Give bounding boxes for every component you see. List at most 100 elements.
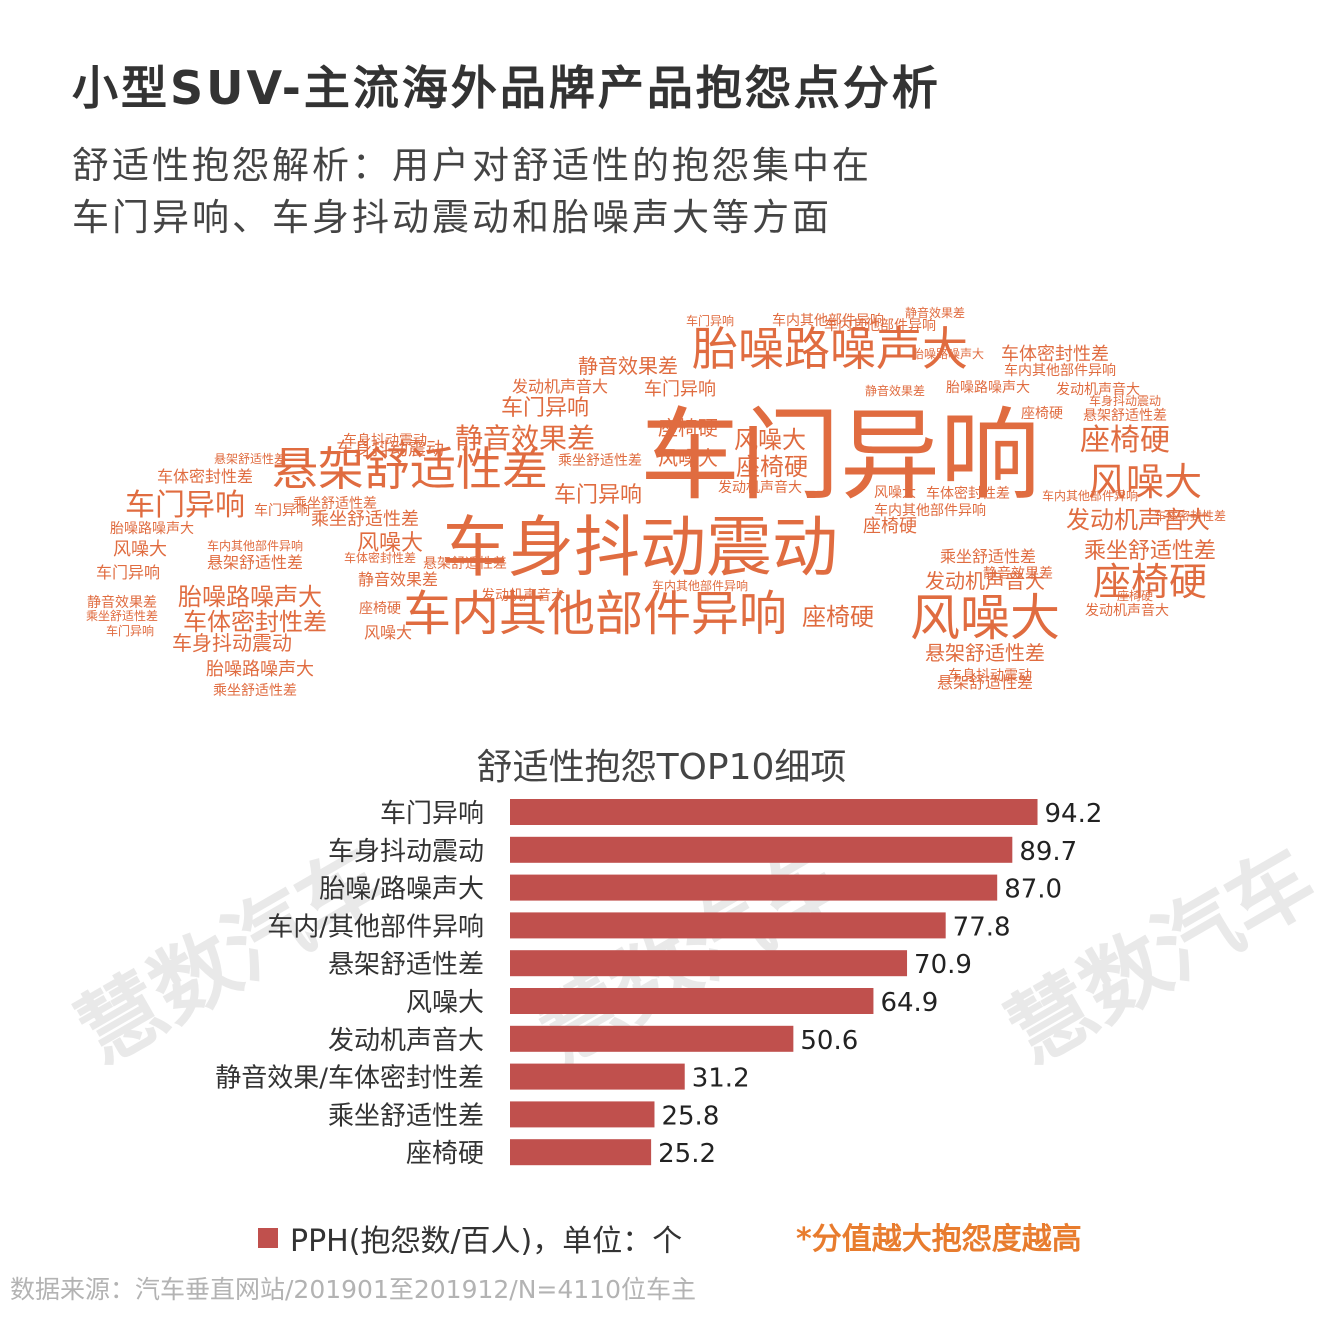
cloud-word: 悬架舒适性差 [272, 442, 548, 496]
cloud-word: 风噪大 [734, 426, 806, 454]
category-label: 发动机声音大 [328, 1026, 484, 1056]
chart-title: 舒适性抱怨TOP10细项 [476, 747, 847, 788]
value-label: 31.2 [692, 1064, 750, 1094]
cloud-word: 风噪大 [357, 531, 423, 556]
cloud-word: 车身抖动震动 [172, 631, 292, 655]
cloud-word: 车门异响 [254, 502, 310, 519]
cloud-word: 座椅硬 [802, 603, 874, 631]
data-source: 数据来源：汽车垂直网站/201901至201912/N=4110位车主 [10, 1275, 696, 1304]
cloud-word: 车内其他部件异响 [772, 312, 884, 329]
cloud-word: 座椅硬 [1021, 406, 1063, 422]
bar-9 [510, 1101, 655, 1128]
cloud-word: 静音效果差 [983, 565, 1053, 582]
cloud-word: 胎噪路噪声大 [110, 521, 194, 537]
cloud-word: 车身抖动震动 [948, 667, 1032, 684]
cloud-word: 风噪大 [874, 485, 916, 501]
cloud-word: 车门异响 [125, 488, 245, 523]
cloud-word: 车门异响 [640, 397, 1040, 514]
cloud-word: 车门异响 [96, 563, 160, 582]
cloud-word: 座椅硬 [1093, 560, 1207, 604]
cloud-word: 发动机声音大 [481, 587, 565, 604]
cloud-word: 胎噪路噪声大 [206, 659, 314, 680]
cloud-word: 乘坐舒适性差 [940, 547, 1036, 566]
cloud-word: 胎噪路噪声大 [946, 380, 1030, 396]
cloud-word: 车内其他部件异响 [874, 502, 986, 519]
cloud-word: 静音效果差 [455, 422, 595, 455]
cloud-word: 发动机声音大 [1066, 506, 1210, 534]
cloud-word: 发动机声音大 [925, 569, 1045, 593]
bar-2 [510, 836, 1013, 863]
cloud-word: 车内其他部件异响 [824, 317, 936, 334]
value-label: 77.8 [953, 912, 1011, 942]
cloud-word: 车内其他部件异响 [1042, 488, 1138, 503]
cloud-word: 悬架舒适性差 [207, 553, 303, 572]
cloud-word: 座椅硬 [1080, 423, 1170, 458]
cloud-word: 发动机声音大 [512, 377, 608, 396]
cloud-word: 胎噪路噪声大 [178, 583, 322, 611]
cloud-word: 车身抖动震动 [1089, 393, 1161, 408]
cloud-word: 车内其他部件异响 [403, 586, 787, 642]
cloud-word: 乘坐舒适性差 [558, 453, 642, 469]
bar-5 [510, 950, 908, 977]
value-label: 70.9 [914, 950, 972, 980]
value-label: 25.2 [658, 1139, 716, 1169]
cloud-word: 乘坐舒适性差 [311, 509, 419, 530]
value-label: 94.2 [1045, 799, 1103, 829]
legend-swatch [258, 1228, 278, 1248]
cloud-word: 风噪大 [113, 539, 167, 560]
cloud-word: 车体密封性差 [1001, 344, 1109, 365]
cloud-word: 座椅硬 [863, 516, 917, 537]
cloud-word: 车门异响 [106, 623, 154, 638]
cloud-word: 座椅硬 [658, 416, 718, 440]
cloud-word: 乘坐舒适性差 [213, 683, 297, 699]
bar-6 [510, 988, 874, 1014]
cloud-word: 风噪大 [364, 623, 412, 642]
cloud-word: 静音效果差 [865, 383, 925, 398]
category-label: 胎噪/路噪声大 [319, 875, 484, 905]
cloud-word: 悬架舒适性差 [423, 556, 507, 572]
cloud-word: 发动机声音大 [718, 479, 802, 496]
cloud-word: 车体密封性差 [1154, 508, 1226, 523]
bar-chart: 车门异响 94.2 车身抖动震动 89.7 胎噪/路噪声大 87.0 车内/其他部件异响 77… [215, 799, 1103, 1169]
subtitle-line-1: 舒适性抱怨解析：用户对舒适性的抱怨集中在 [72, 144, 872, 187]
cloud-word: 座椅硬 [1117, 588, 1153, 603]
cloud-word: 座椅硬 [359, 601, 401, 617]
cloud-word: 车体密封性差 [926, 485, 1010, 502]
cloud-word: 静音效果差 [87, 594, 157, 611]
bar-7 [510, 1025, 794, 1052]
category-label: 座椅硬 [406, 1139, 484, 1169]
cloud-word: 车体密封性差 [157, 467, 253, 486]
cloud-word: 风噪大 [658, 446, 718, 470]
value-label: 87.0 [1004, 875, 1062, 905]
value-label: 50.6 [800, 1026, 858, 1056]
bar-4 [510, 912, 946, 939]
legend-label: PPH(抱怨数/百人)，单位：个 [290, 1224, 683, 1259]
score-note: *分值越大抱怨度越高 [796, 1222, 1082, 1257]
cloud-word: 车身抖动震动 [442, 509, 838, 586]
category-label: 车身抖动震动 [328, 837, 484, 867]
cloud-word: 车内其他部件异响 [1004, 362, 1116, 379]
category-label: 车门异响 [380, 799, 484, 829]
cloud-word: 车体密封性差 [183, 608, 327, 636]
cloud-word: 车身抖动震动 [336, 439, 444, 460]
cloud-word: 发动机声音大 [1056, 381, 1140, 398]
cloud-word: 悬架舒适性差 [1083, 408, 1167, 424]
value-label: 64.9 [880, 988, 938, 1018]
category-label: 悬架舒适性差 [328, 950, 484, 980]
bar-8 [510, 1063, 685, 1090]
cloud-word: 发动机声音大 [1085, 602, 1169, 619]
category-label: 乘坐舒适性差 [328, 1101, 484, 1131]
category-label: 静音效果/车体密封性差 [215, 1064, 484, 1094]
page-subtitle: 舒适性抱怨解析：用户对舒适性的抱怨集中在 车门异响、车身抖动震动和胎噪声大等方面 [72, 140, 872, 244]
cloud-word: 车门异响 [686, 313, 734, 328]
cloud-word: 乘坐舒适性差 [1084, 539, 1216, 564]
cloud-word: 座椅硬 [736, 453, 808, 481]
cloud-word: 乘坐舒适性差 [86, 609, 158, 623]
category-label: 风噪大 [406, 988, 484, 1018]
bar-1 [510, 799, 1038, 825]
subtitle-line-2: 车门异响、车身抖动震动和胎噪声大等方面 [72, 196, 832, 239]
cloud-word: 车门异响 [644, 379, 716, 400]
value-label: 89.7 [1019, 837, 1077, 867]
value-label: 25.8 [661, 1101, 719, 1131]
cloud-word: 车身抖动震动 [343, 432, 427, 449]
